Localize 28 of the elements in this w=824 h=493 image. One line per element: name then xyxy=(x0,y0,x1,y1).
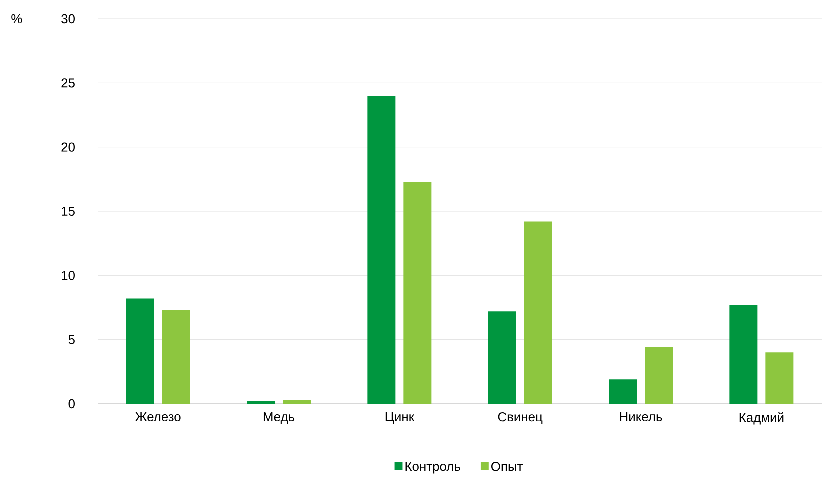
bar xyxy=(283,400,311,404)
bar xyxy=(730,305,758,404)
bar xyxy=(404,182,432,404)
bar xyxy=(126,298,154,404)
legend-label: Опыт xyxy=(492,462,524,472)
bar xyxy=(368,96,396,404)
y-axis-title: % xyxy=(12,14,22,24)
y-tick-label: 20 xyxy=(62,142,75,152)
y-tick-label: 5 xyxy=(68,335,75,344)
bar xyxy=(162,310,190,404)
legend-label: Контроль xyxy=(406,462,460,474)
y-tick-label: 30 xyxy=(62,14,75,24)
y-tick-label: 15 xyxy=(62,206,75,216)
x-tick-label: Железо xyxy=(135,412,181,422)
bar xyxy=(645,348,674,404)
bar xyxy=(609,380,638,404)
bar xyxy=(524,222,552,404)
y-tick-label: 0 xyxy=(68,399,75,409)
y-tick-label: 10 xyxy=(62,271,75,280)
bar xyxy=(766,352,794,404)
x-tick-label: Кадмий xyxy=(740,412,784,425)
x-tick-label: Никель xyxy=(620,412,662,422)
bar xyxy=(488,312,516,404)
x-tick-label: Медь xyxy=(264,412,295,424)
bar xyxy=(247,401,275,404)
x-tick-label: Свинец xyxy=(498,412,543,424)
y-tick-label: 25 xyxy=(62,78,75,88)
x-tick-label: Цинк xyxy=(386,412,415,424)
